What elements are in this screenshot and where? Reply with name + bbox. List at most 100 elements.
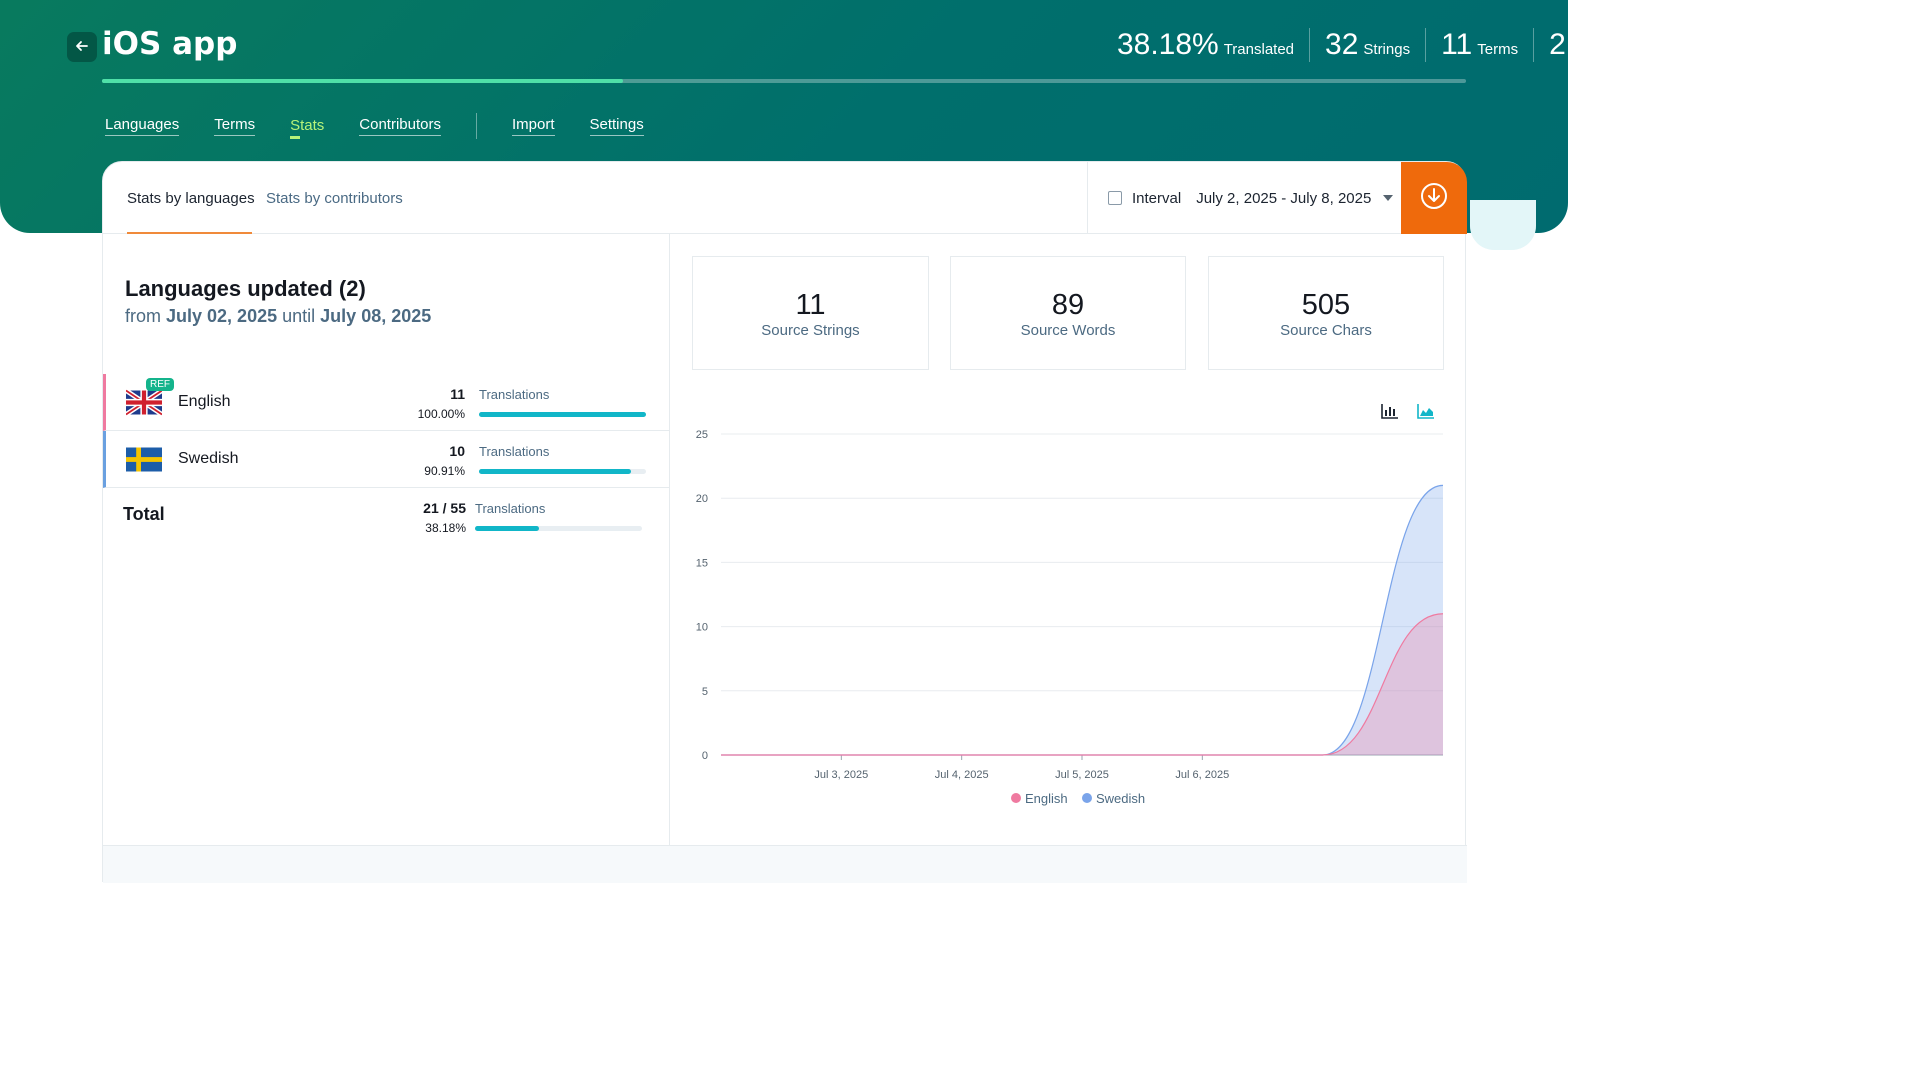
stat-value: 32 xyxy=(1325,28,1359,61)
arrow-left-icon xyxy=(75,38,89,57)
stat-label: Terms xyxy=(1477,41,1519,58)
language-progress-bar xyxy=(479,412,646,417)
languages-updated-title: Languages updated (2) xyxy=(125,276,366,301)
languages-panel: Languages updated (2) from July 02, 2025… xyxy=(103,234,670,845)
from-word: from xyxy=(125,306,161,326)
stat-terms: 11 Terms xyxy=(1425,28,1533,62)
translation-count-label: Translations xyxy=(479,444,550,459)
kpi-value: 89 xyxy=(1051,289,1085,321)
download-icon xyxy=(1420,182,1448,214)
interval-dates: July 2, 2025 - July 8, 2025 xyxy=(1196,189,1372,207)
kpi-label: Source Strings xyxy=(761,322,860,339)
kpi-source-words: 89 Source Words xyxy=(950,256,1186,370)
stat-label: Translations xyxy=(1587,41,1669,58)
y-tick-label: 15 xyxy=(696,557,708,569)
legend-label-english: English xyxy=(1025,791,1068,806)
language-progress-bar xyxy=(479,469,646,474)
ref-badge: REF xyxy=(146,378,174,391)
subtab-stats-by-contributors[interactable]: Stats by contributors xyxy=(266,190,403,207)
language-progress-fill xyxy=(479,412,646,417)
translation-progress-fill xyxy=(102,79,623,83)
translation-count: 11 xyxy=(450,386,465,402)
tab-languages[interactable]: Languages xyxy=(105,116,180,136)
project-nav: Languages Terms Stats Contributors Impor… xyxy=(105,113,679,139)
card-footer xyxy=(103,845,1467,883)
stats-card: Stats by languages Stats by contributors… xyxy=(102,161,1467,883)
kpi-source-chars: 505 Source Chars xyxy=(1208,256,1444,370)
project-stats: 38.18% Translated 32 Strings 11 Terms 21 Tra… xyxy=(1102,28,1818,62)
bar-chart-icon[interactable] xyxy=(1381,403,1399,423)
chart-type-switcher xyxy=(1381,403,1435,423)
subtab-stats-by-languages[interactable]: Stats by languages xyxy=(127,190,255,234)
kpi-value: 11 xyxy=(795,289,826,321)
total-row: Total 21 / 55 Translations 38.18% xyxy=(103,488,670,545)
translation-percent: 100.00% xyxy=(417,407,465,421)
stat-contributors: 3 Contributors xyxy=(1683,28,1818,62)
area-swedish xyxy=(721,485,1443,755)
x-tick-label: Jul 5, 2025 xyxy=(1055,769,1109,781)
language-name: English xyxy=(178,393,231,410)
stat-label: Strings xyxy=(1363,41,1411,58)
total-label: Total xyxy=(123,504,165,524)
line-swedish xyxy=(721,484,1444,756)
header-decoration xyxy=(1470,200,1536,250)
y-tick-label: 25 xyxy=(696,429,708,441)
area-chart-icon[interactable] xyxy=(1417,403,1435,423)
stat-label: Translated xyxy=(1223,41,1295,58)
x-tick-label: Jul 4, 2025 xyxy=(935,769,989,781)
kpi-label: Source Words xyxy=(1020,322,1116,339)
x-tick-label: Jul 3, 2025 xyxy=(814,769,868,781)
language-name: Swedish xyxy=(178,450,239,467)
y-tick-label: 5 xyxy=(702,686,708,698)
chevron-down-icon xyxy=(1383,195,1394,201)
language-progress-fill xyxy=(479,469,631,474)
stat-value: 21 xyxy=(1549,28,1583,61)
kpi-source-strings: 11 Source Strings xyxy=(692,256,929,370)
legend-marker-english xyxy=(1011,793,1021,803)
uk-flag-icon xyxy=(126,389,162,416)
tab-terms[interactable]: Terms xyxy=(214,116,256,136)
total-count: 21 / 55 xyxy=(423,500,466,516)
tab-contributors[interactable]: Contributors xyxy=(359,116,441,136)
calendar-icon xyxy=(1108,191,1122,205)
total-progress-fill xyxy=(475,526,539,531)
total-count-label: Translations xyxy=(475,501,546,516)
tab-import[interactable]: Import xyxy=(511,116,555,136)
translation-percent: 90.91% xyxy=(424,464,465,478)
tab-settings[interactable]: Settings xyxy=(589,116,644,136)
stat-translations: 21 Translations xyxy=(1533,28,1684,62)
from-date: July 02, 2025 xyxy=(166,306,278,326)
legend-label-swedish: Swedish xyxy=(1096,791,1145,806)
stat-translated: 38.18% Translated xyxy=(1102,28,1309,62)
line-english xyxy=(721,613,1444,756)
stat-value: 11 xyxy=(1441,28,1473,61)
x-tick-label: Jul 6, 2025 xyxy=(1175,769,1229,781)
total-progress-bar xyxy=(475,526,642,531)
interval-picker[interactable]: Interval July 2, 2025 - July 8, 2025 xyxy=(1087,162,1401,234)
stat-strings: 32 Strings xyxy=(1309,28,1425,62)
translations-area-chart: 0 5 10 15 20 25 Jul 3, 2025 Jul 4, 2025 Jul 5, 2… xyxy=(696,429,1444,806)
language-row-swedish[interactable]: Swedish 10 Translations 90.91% xyxy=(103,431,670,488)
translation-count-label: Translations xyxy=(479,387,550,402)
legend-marker-swedish xyxy=(1082,793,1092,803)
until-word: until xyxy=(282,306,316,326)
total-percent: 38.18% xyxy=(425,521,466,535)
kpi-value: 505 xyxy=(1301,289,1351,321)
stat-value: 38.18% xyxy=(1116,28,1219,61)
translation-progress-bar xyxy=(102,79,1466,83)
y-tick-label: 20 xyxy=(696,493,708,505)
stat-value: 3 xyxy=(1699,28,1717,61)
area-english xyxy=(721,613,1443,755)
kpi-label: Source Chars xyxy=(1280,322,1372,339)
interval-label: Interval xyxy=(1132,189,1182,207)
tab-stats[interactable]: Stats xyxy=(290,116,325,139)
language-row-english[interactable]: REF English 11 Translations 100.00% xyxy=(103,374,670,431)
y-tick-label: 10 xyxy=(696,622,708,634)
back-button[interactable] xyxy=(67,32,97,62)
stat-label: Contributors xyxy=(1721,41,1803,58)
translation-count: 10 xyxy=(449,443,465,459)
date-range-subtitle: from July 02, 2025 until July 08, 2025 xyxy=(125,306,431,327)
sweden-flag-icon xyxy=(126,447,162,472)
download-button[interactable] xyxy=(1401,162,1467,234)
page-title: iOS app xyxy=(102,26,238,62)
